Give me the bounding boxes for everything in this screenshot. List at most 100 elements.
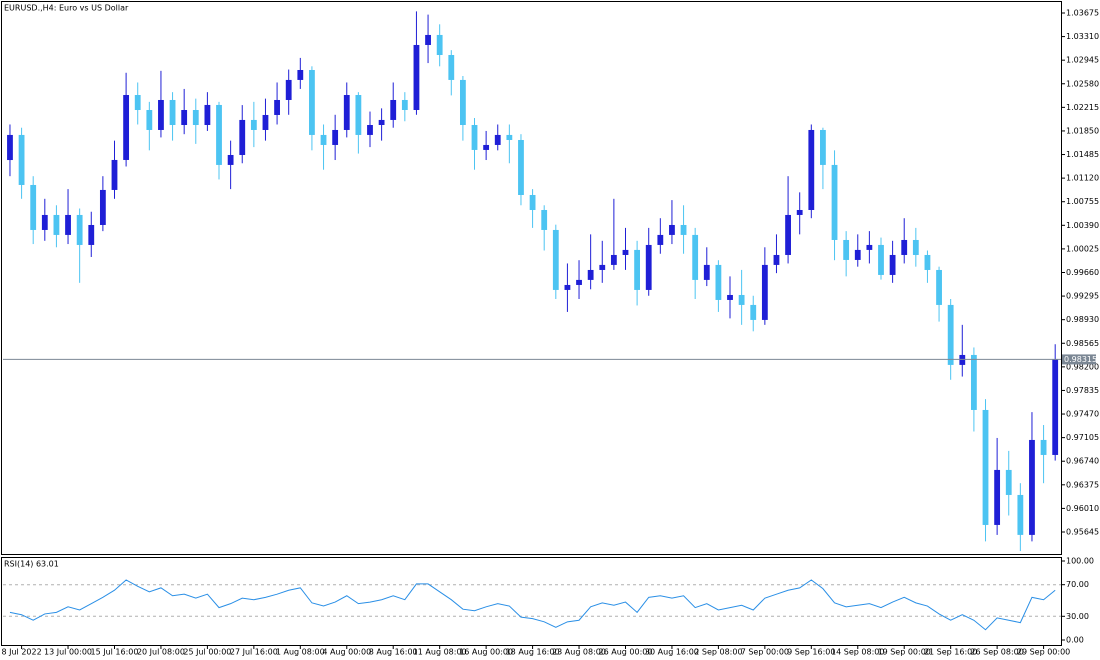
candle-body: [239, 119, 246, 155]
candle-body: [854, 249, 861, 260]
candle-body: [425, 34, 431, 45]
candle-body: [390, 99, 397, 120]
candle-body: [541, 209, 548, 230]
candle-body: [367, 124, 373, 135]
y-tick-label: 70.00: [1066, 580, 1089, 589]
y-tick-label: 0.96375: [1066, 480, 1099, 489]
candle-body: [448, 54, 455, 80]
candle-body: [576, 279, 582, 285]
candle-body: [53, 214, 60, 235]
candle-body: [216, 104, 222, 165]
candle-body: [878, 244, 884, 275]
y-tick-label: 1.00025: [1066, 244, 1099, 253]
x-tick-label: 27 Jul 16:00: [230, 648, 278, 657]
candle-body: [262, 114, 269, 130]
y-tick-label: 1.02580: [1066, 79, 1099, 88]
candle-body: [750, 304, 757, 320]
candle-body: [715, 264, 722, 300]
chart-title: EURUSD.,H4: Euro vs US Dollar: [4, 4, 129, 13]
x-tick-label: 23 Aug 08:00: [552, 648, 606, 657]
candle-body: [65, 214, 71, 235]
candle-body: [1052, 359, 1059, 455]
price-layer: 1.03675 1.03310 1.02945 1.02580 1.02215 1.018…: [3, 8, 1099, 552]
y-tick-label: 1.00390: [1066, 221, 1099, 230]
candle-body: [169, 99, 176, 125]
x-tick-label: 29 Sep 00:00: [1017, 648, 1070, 657]
candle-body: [843, 239, 850, 260]
rsi-line: [9, 579, 1056, 631]
candle-body: [947, 304, 954, 365]
x-tick-label: 1 Aug 08:00: [276, 648, 325, 657]
x-tick-label: 14 Sep 08:00: [831, 648, 884, 657]
rsi-title: RSI(14) 63.01: [4, 560, 59, 569]
candle-body: [494, 134, 501, 145]
candle-body: [564, 284, 571, 290]
y-tick-label: 0.97835: [1066, 386, 1099, 395]
candle-body: [41, 214, 48, 230]
candle-body: [703, 264, 710, 280]
y-tick-label: 1.01120: [1066, 174, 1099, 183]
y-tick-label: 1.01485: [1066, 150, 1099, 159]
candle-body: [970, 354, 977, 410]
candle-body: [320, 134, 327, 145]
candle-body: [76, 214, 83, 245]
y-tick-label: 100.00: [1066, 557, 1094, 566]
candle-body: [111, 159, 118, 190]
candle-body: [146, 110, 153, 130]
y-tick-label: 1.00755: [1066, 197, 1099, 206]
candle-body: [680, 224, 687, 235]
x-tick-label: 21 Sep 16:00: [924, 648, 977, 657]
x-tick-label: 13 Jul 00:00: [44, 648, 92, 657]
y-tick-label: 1.03675: [1066, 8, 1099, 17]
candle-body: [645, 244, 652, 290]
candle-body: [181, 110, 188, 125]
candle-body: [820, 129, 826, 165]
candle-body: [994, 469, 1001, 525]
y-tick-label: 0.97105: [1066, 433, 1099, 442]
x-tick-label: 4 Aug 00:00: [322, 648, 371, 657]
candle-body: [18, 134, 25, 185]
candle-body: [285, 79, 292, 100]
y-tick-label: 1.03310: [1066, 32, 1099, 41]
y-tick-label: 0.95645: [1066, 527, 1099, 536]
candle-body: [599, 264, 606, 270]
candle-body: [587, 269, 594, 280]
candle-body: [471, 124, 478, 150]
candle-body: [158, 99, 164, 130]
candle-body: [134, 95, 141, 111]
candle-body: [99, 189, 106, 225]
candle-body: [982, 409, 989, 525]
x-tick-label: 11 Aug 08:00: [413, 648, 467, 657]
x-tick-label: 8 Jul 2022: [1, 648, 41, 657]
candle-body: [761, 264, 768, 320]
y-tick-label: 0.00: [1066, 636, 1084, 645]
candle-body: [529, 194, 536, 210]
candle-body: [1005, 469, 1012, 495]
x-tick-label: 19 Sep 00:00: [878, 648, 931, 657]
y-tick-label: 0.99295: [1066, 292, 1099, 301]
candle-body: [727, 294, 733, 300]
x-tick-label: 30 Aug 16:00: [645, 648, 699, 657]
candle-body: [773, 254, 780, 265]
y-tick-label: 0.98930: [1066, 315, 1099, 324]
x-tick-label: 16 Aug 00:00: [459, 648, 513, 657]
candle-body: [7, 134, 13, 161]
rsi-layer: 100.00 70.00 30.00 0.00: [3, 557, 1094, 645]
x-tick-label: 7 Sep 00:00: [741, 648, 789, 657]
candle-body: [1040, 439, 1047, 455]
candle-body: [622, 249, 629, 255]
x-tick-label: 9 Sep 16:00: [787, 648, 835, 657]
candle-body: [459, 79, 466, 125]
x-tick-label: 15 Jul 16:00: [90, 648, 138, 657]
candle-body: [227, 154, 234, 165]
candle-body: [378, 119, 385, 125]
candle-body: [552, 229, 559, 290]
candle-body: [889, 254, 896, 275]
candle-body: [901, 239, 908, 255]
y-tick-label: 30.00: [1066, 612, 1089, 621]
candle-body: [30, 184, 37, 230]
candle-body: [866, 244, 873, 250]
candle-body: [785, 214, 791, 255]
candle-body: [936, 269, 942, 305]
